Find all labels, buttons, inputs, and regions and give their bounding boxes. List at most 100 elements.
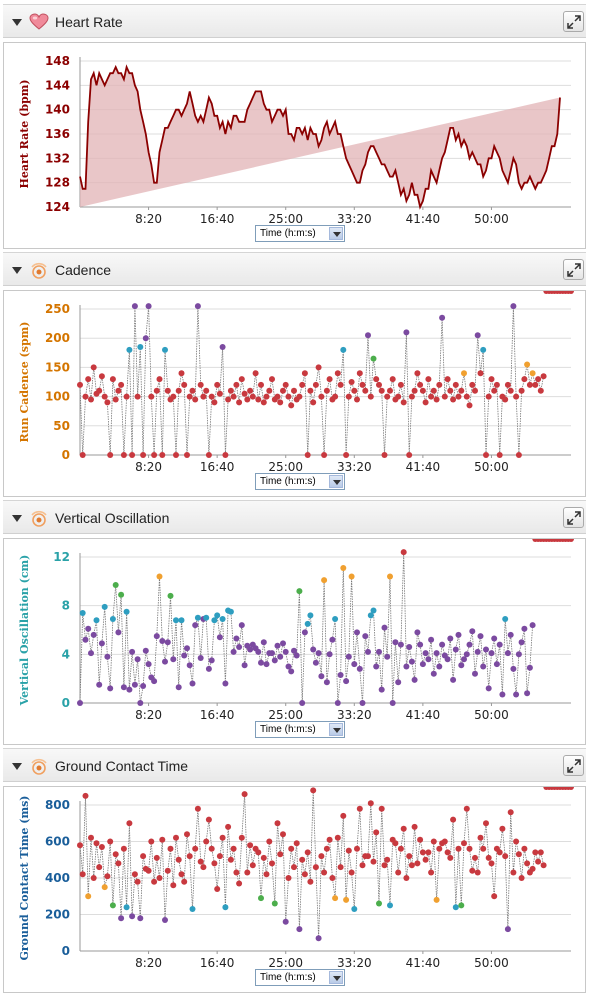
collapse-arrow-icon[interactable] bbox=[12, 19, 22, 26]
data-point bbox=[301, 370, 308, 377]
collapse-arrow-icon[interactable] bbox=[12, 267, 22, 274]
data-point bbox=[184, 452, 190, 458]
data-point bbox=[373, 376, 380, 383]
time-select[interactable]: Time (h:m:s) bbox=[255, 473, 345, 490]
data-point bbox=[518, 639, 525, 646]
time-select[interactable]: Time (h:m:s) bbox=[255, 225, 345, 242]
data-point bbox=[340, 346, 347, 353]
data-point bbox=[439, 641, 446, 648]
y-tick-label: 148 bbox=[45, 54, 70, 68]
data-point bbox=[175, 856, 182, 863]
data-point bbox=[378, 805, 385, 812]
data-point bbox=[170, 882, 177, 889]
data-point bbox=[296, 926, 303, 933]
data-point bbox=[115, 387, 122, 394]
panel-header[interactable]: Vertical Oscillation bbox=[3, 500, 586, 534]
data-point bbox=[162, 658, 168, 665]
data-point bbox=[381, 452, 388, 458]
expand-button[interactable] bbox=[563, 755, 584, 776]
x-tick-label: 25:00 bbox=[268, 460, 303, 474]
data-point bbox=[101, 393, 108, 400]
time-select[interactable]: Time (h:m:s) bbox=[255, 721, 345, 738]
data-point bbox=[469, 628, 476, 635]
chevron-down-icon[interactable] bbox=[329, 227, 343, 240]
panel-header[interactable]: Heart Rate bbox=[3, 4, 586, 38]
data-point bbox=[411, 823, 418, 830]
data-point bbox=[197, 858, 204, 865]
data-point bbox=[480, 346, 487, 353]
data-point bbox=[134, 878, 141, 885]
data-point bbox=[499, 691, 506, 698]
data-point bbox=[521, 845, 528, 852]
data-point bbox=[82, 636, 89, 643]
data-point bbox=[422, 856, 429, 863]
data-point bbox=[214, 381, 221, 388]
data-point bbox=[397, 641, 404, 648]
data-point bbox=[334, 700, 341, 706]
collapse-arrow-icon[interactable] bbox=[12, 515, 22, 522]
data-point bbox=[260, 399, 267, 406]
x-tick-label: 8:20 bbox=[135, 212, 162, 226]
data-point bbox=[463, 393, 470, 400]
data-point bbox=[263, 871, 270, 878]
data-point bbox=[474, 332, 481, 339]
time-select[interactable]: Time (h:m:s) bbox=[255, 969, 345, 986]
data-point bbox=[269, 650, 275, 657]
data-point bbox=[236, 880, 243, 887]
data-point bbox=[214, 612, 221, 619]
data-point bbox=[131, 303, 138, 310]
chevron-down-icon[interactable] bbox=[329, 475, 343, 488]
data-point bbox=[513, 691, 520, 698]
expand-button[interactable] bbox=[563, 11, 584, 32]
data-point bbox=[312, 659, 319, 666]
data-point bbox=[192, 396, 199, 403]
data-point bbox=[227, 608, 234, 615]
data-point bbox=[406, 644, 413, 650]
data-point bbox=[450, 396, 457, 403]
time-select-label: Time (h:m:s) bbox=[260, 476, 316, 487]
chevron-down-icon[interactable] bbox=[329, 723, 343, 736]
data-point bbox=[288, 668, 295, 675]
data-point bbox=[296, 393, 303, 400]
panel-header[interactable]: Ground Contact Time bbox=[3, 748, 586, 782]
data-point bbox=[255, 396, 262, 403]
data-point bbox=[408, 862, 415, 869]
data-point bbox=[461, 370, 467, 377]
data-point bbox=[384, 393, 391, 400]
x-tick-label: 41:40 bbox=[406, 956, 441, 970]
data-point bbox=[510, 869, 517, 876]
x-tick-label: 33:20 bbox=[337, 956, 372, 970]
cadence-chart: 0 50 100 150 200 250 Run Cadence (spm) 8:20 16:4… bbox=[3, 290, 586, 497]
data-point bbox=[395, 869, 402, 876]
data-point bbox=[104, 399, 111, 406]
data-point bbox=[214, 886, 221, 892]
data-point bbox=[301, 871, 308, 878]
data-point bbox=[408, 393, 415, 400]
data-point bbox=[400, 549, 407, 556]
expand-button[interactable] bbox=[563, 259, 584, 280]
data-point bbox=[356, 370, 363, 377]
panel-header[interactable]: Cadence bbox=[3, 252, 586, 286]
x-tick-label: 41:40 bbox=[406, 212, 441, 226]
data-point bbox=[419, 387, 426, 394]
data-point bbox=[79, 452, 86, 458]
data-point bbox=[428, 393, 435, 400]
data-point bbox=[123, 904, 130, 911]
data-point bbox=[378, 686, 385, 693]
x-tick-label: 8:20 bbox=[135, 956, 162, 970]
collapse-arrow-icon[interactable] bbox=[12, 763, 22, 770]
data-point bbox=[98, 844, 105, 850]
data-point bbox=[444, 376, 451, 383]
data-point bbox=[186, 853, 193, 860]
expand-button[interactable] bbox=[563, 507, 584, 528]
data-point bbox=[189, 906, 196, 912]
panel-title: Ground Contact Time bbox=[55, 758, 189, 774]
data-point bbox=[115, 860, 122, 867]
data-point bbox=[140, 683, 147, 689]
data-point bbox=[450, 676, 457, 683]
data-point bbox=[381, 862, 388, 869]
data-point bbox=[301, 629, 308, 636]
data-point bbox=[211, 617, 218, 624]
chevron-down-icon[interactable] bbox=[329, 971, 343, 984]
data-point bbox=[332, 895, 339, 902]
